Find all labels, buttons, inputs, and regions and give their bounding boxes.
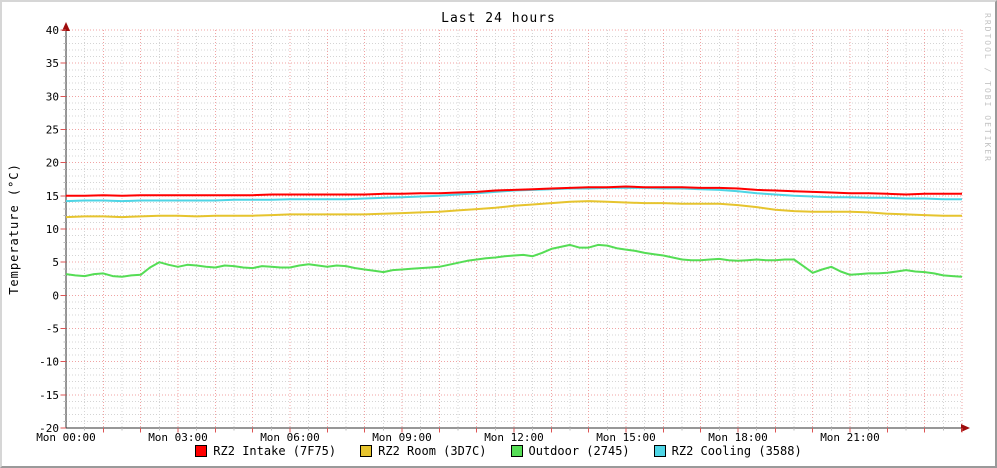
- y-tick-label: 35: [46, 57, 59, 70]
- legend-item: Outdoor (2745): [510, 444, 630, 458]
- y-axis-arrow: [62, 22, 70, 31]
- y-tick-label: 25: [46, 124, 59, 137]
- x-tick-label: Mon 09:00: [372, 431, 432, 444]
- series-line-rz2-intake-7f75-: [66, 185, 962, 197]
- x-tick-label: Mon 21:00: [820, 431, 880, 444]
- legend-swatch: [360, 445, 373, 457]
- y-tick-label: 40: [46, 24, 59, 37]
- legend-item: RZ2 Cooling (3588): [653, 444, 802, 458]
- axes: [62, 22, 970, 432]
- legend-label: Outdoor (2745): [528, 444, 630, 458]
- legend-label: RZ2 Cooling (3588): [671, 444, 802, 458]
- axis-ticks: [60, 29, 963, 433]
- x-tick-label: Mon 18:00: [708, 431, 768, 444]
- y-tick-label: -15: [39, 389, 59, 402]
- legend-item: RZ2 Room (3D7C): [360, 444, 487, 458]
- y-tick-label: -5: [46, 323, 59, 336]
- legend-item: RZ2 Intake (7F75): [195, 444, 336, 458]
- y-tick-label: 5: [52, 256, 59, 269]
- series-line-outdoor-2745-: [65, 243, 963, 278]
- x-tick-label: Mon 06:00: [260, 431, 320, 444]
- y-tick-label: 30: [46, 90, 59, 103]
- legend-swatch: [195, 445, 208, 457]
- legend-swatch: [510, 445, 523, 457]
- series-lines: [65, 185, 963, 278]
- legend-label: RZ2 Room (3D7C): [378, 444, 487, 458]
- chart-legend: RZ2 Intake (7F75) RZ2 Room (3D7C) Outdoor …: [0, 444, 997, 458]
- y-tick-label: 0: [52, 289, 59, 302]
- rrdtool-watermark: RRDTOOL / TOBI OETIKER: [983, 13, 992, 163]
- y-tick-label: 20: [46, 157, 59, 170]
- x-tick-label: Mon 15:00: [596, 431, 656, 444]
- x-tick-label: Mon 12:00: [484, 431, 544, 444]
- y-tick-label: -20: [39, 422, 59, 435]
- x-tick-label: Mon 00:00: [36, 431, 96, 444]
- y-tick-label: 10: [46, 223, 59, 236]
- grid-major: [66, 29, 963, 428]
- legend-swatch: [653, 445, 666, 457]
- y-tick-label: -10: [39, 356, 59, 369]
- legend-label: RZ2 Intake (7F75): [213, 444, 337, 458]
- x-tick-label: Mon 03:00: [148, 431, 208, 444]
- y-tick-label: 15: [46, 190, 59, 203]
- chart-title: Last 24 hours: [441, 11, 556, 26]
- series-line-rz2-room-3d7c-: [65, 200, 962, 219]
- x-axis-arrow: [961, 424, 970, 432]
